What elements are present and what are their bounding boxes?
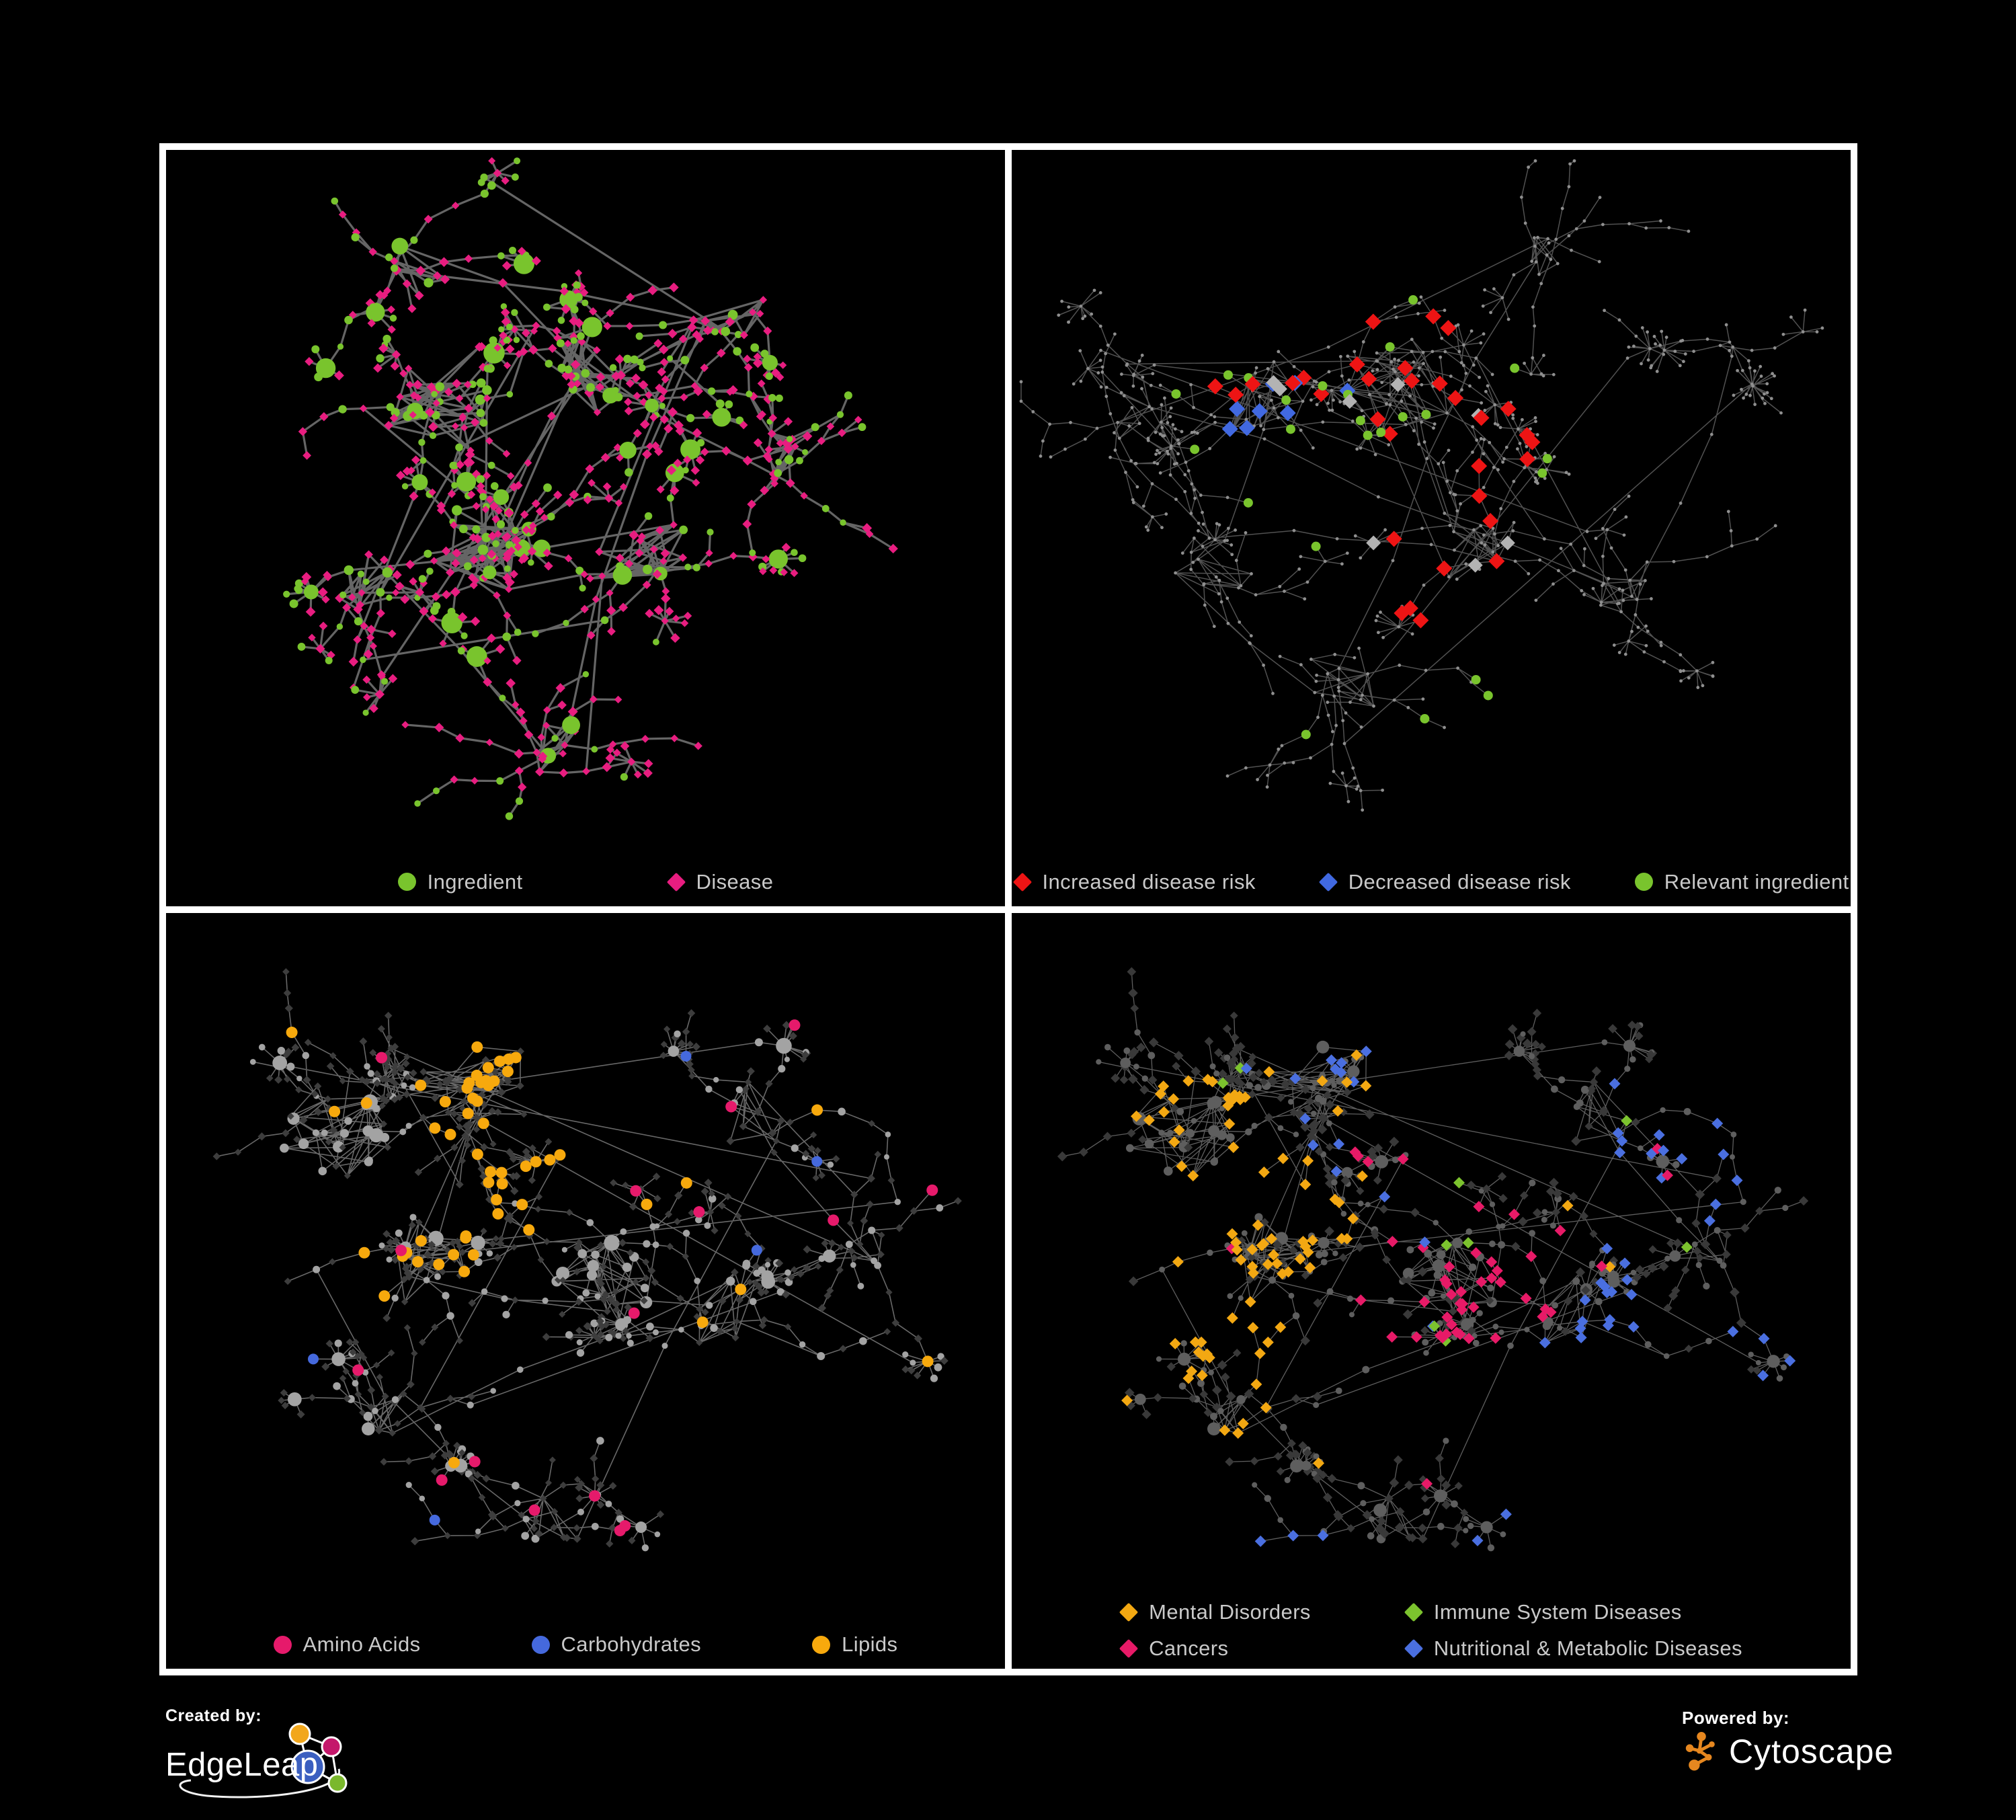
legend-nutrient-classes: Amino Acids Carbohydrates Lipids [166, 1632, 1005, 1657]
legend-label: Mental Disorders [1149, 1600, 1311, 1624]
panel-ingredient-disease: Ingredient Disease [166, 150, 1005, 906]
legend-item: Decreased disease risk [1318, 869, 1571, 894]
diamond-marker-icon [1012, 872, 1032, 892]
figure-frame: Ingredient Disease Increased disease risk… [159, 143, 1857, 1675]
diamond-marker-icon [1404, 1638, 1423, 1659]
diamond-marker-icon [1119, 1638, 1139, 1659]
disease-risk-network-graph [1019, 159, 1824, 812]
legend-label: Ingredient [427, 869, 523, 894]
legend-item: Mental Disorders [1119, 1600, 1311, 1624]
circle-marker-icon [397, 873, 416, 891]
panel-nutrient-classes: Amino Acids Carbohydrates Lipids [166, 912, 1005, 1669]
powered-by-label: Powered by: [1682, 1708, 1790, 1728]
ingredient-disease-network-graph [283, 157, 898, 820]
edgeleap-logo-row: EdgeLeap [165, 1723, 391, 1798]
legend-ingredient-disease: Ingredient Disease [166, 870, 1005, 894]
legend-item: Carbohydrates [531, 1632, 702, 1657]
legend-item: Disease [666, 869, 774, 894]
legend-label: Lipids [842, 1632, 898, 1656]
diamond-marker-icon [666, 872, 686, 892]
diamond-marker-icon [1119, 1602, 1139, 1622]
legend-label: Cancers [1149, 1636, 1229, 1660]
legend-item: Cancers [1119, 1636, 1229, 1661]
nutrient-classes-network-graph [212, 967, 962, 1551]
diamond-marker-icon [1404, 1602, 1423, 1622]
legend-label: Relevant ingredient [1664, 869, 1849, 894]
legend-item: Lipids [812, 1632, 897, 1657]
circle-marker-icon [531, 1635, 550, 1654]
circle-marker-icon [273, 1635, 292, 1654]
legend-disease-classes: Mental Disorders Immune System Diseases Ca… [1012, 1600, 1851, 1661]
circle-marker-icon [812, 1635, 831, 1654]
panel-disease-classes: Mental Disorders Immune System Diseases Ca… [1012, 912, 1851, 1669]
legend-item: Amino Acids [273, 1632, 421, 1657]
cytoscape-logo-icon [1685, 1732, 1715, 1771]
legend-label: Immune System Diseases [1433, 1600, 1682, 1624]
panel-disease-risk: Increased disease risk Decreased disease … [1012, 150, 1851, 906]
cytoscape-logo-text: Cytoscape [1729, 1733, 1894, 1770]
circle-marker-icon [1634, 873, 1653, 891]
legend-label: Amino Acids [303, 1632, 421, 1656]
diamond-marker-icon [1318, 872, 1338, 892]
cytoscape-logo-row: Cytoscape [1682, 1730, 1894, 1773]
disease-classes-network-graph [1057, 966, 1809, 1551]
legend-item: Relevant ingredient [1634, 869, 1849, 894]
legend-label: Disease [696, 869, 774, 894]
edgeleap-network-logo-icon [179, 1723, 348, 1798]
legend-label: Increased disease risk [1042, 869, 1256, 894]
edgeleap-branding: Created by: EdgeLeap [165, 1706, 391, 1798]
legend-item: Increased disease risk [1012, 869, 1256, 894]
created-by-label: Created by: [165, 1706, 262, 1725]
legend-disease-risk: Increased disease risk Decreased disease … [1012, 870, 1851, 894]
legend-label: Decreased disease risk [1348, 869, 1571, 894]
legend-item: Ingredient [397, 869, 523, 894]
edgeleap-logo-text: EdgeLeap [165, 1747, 319, 1783]
cytoscape-branding: Powered by: Cytoscape [1682, 1708, 1894, 1773]
legend-label: Carbohydrates [561, 1632, 702, 1656]
legend-item: Immune System Diseases [1404, 1600, 1682, 1624]
legend-item: Nutritional & Metabolic Diseases [1404, 1636, 1742, 1661]
legend-label: Nutritional & Metabolic Diseases [1433, 1636, 1742, 1660]
